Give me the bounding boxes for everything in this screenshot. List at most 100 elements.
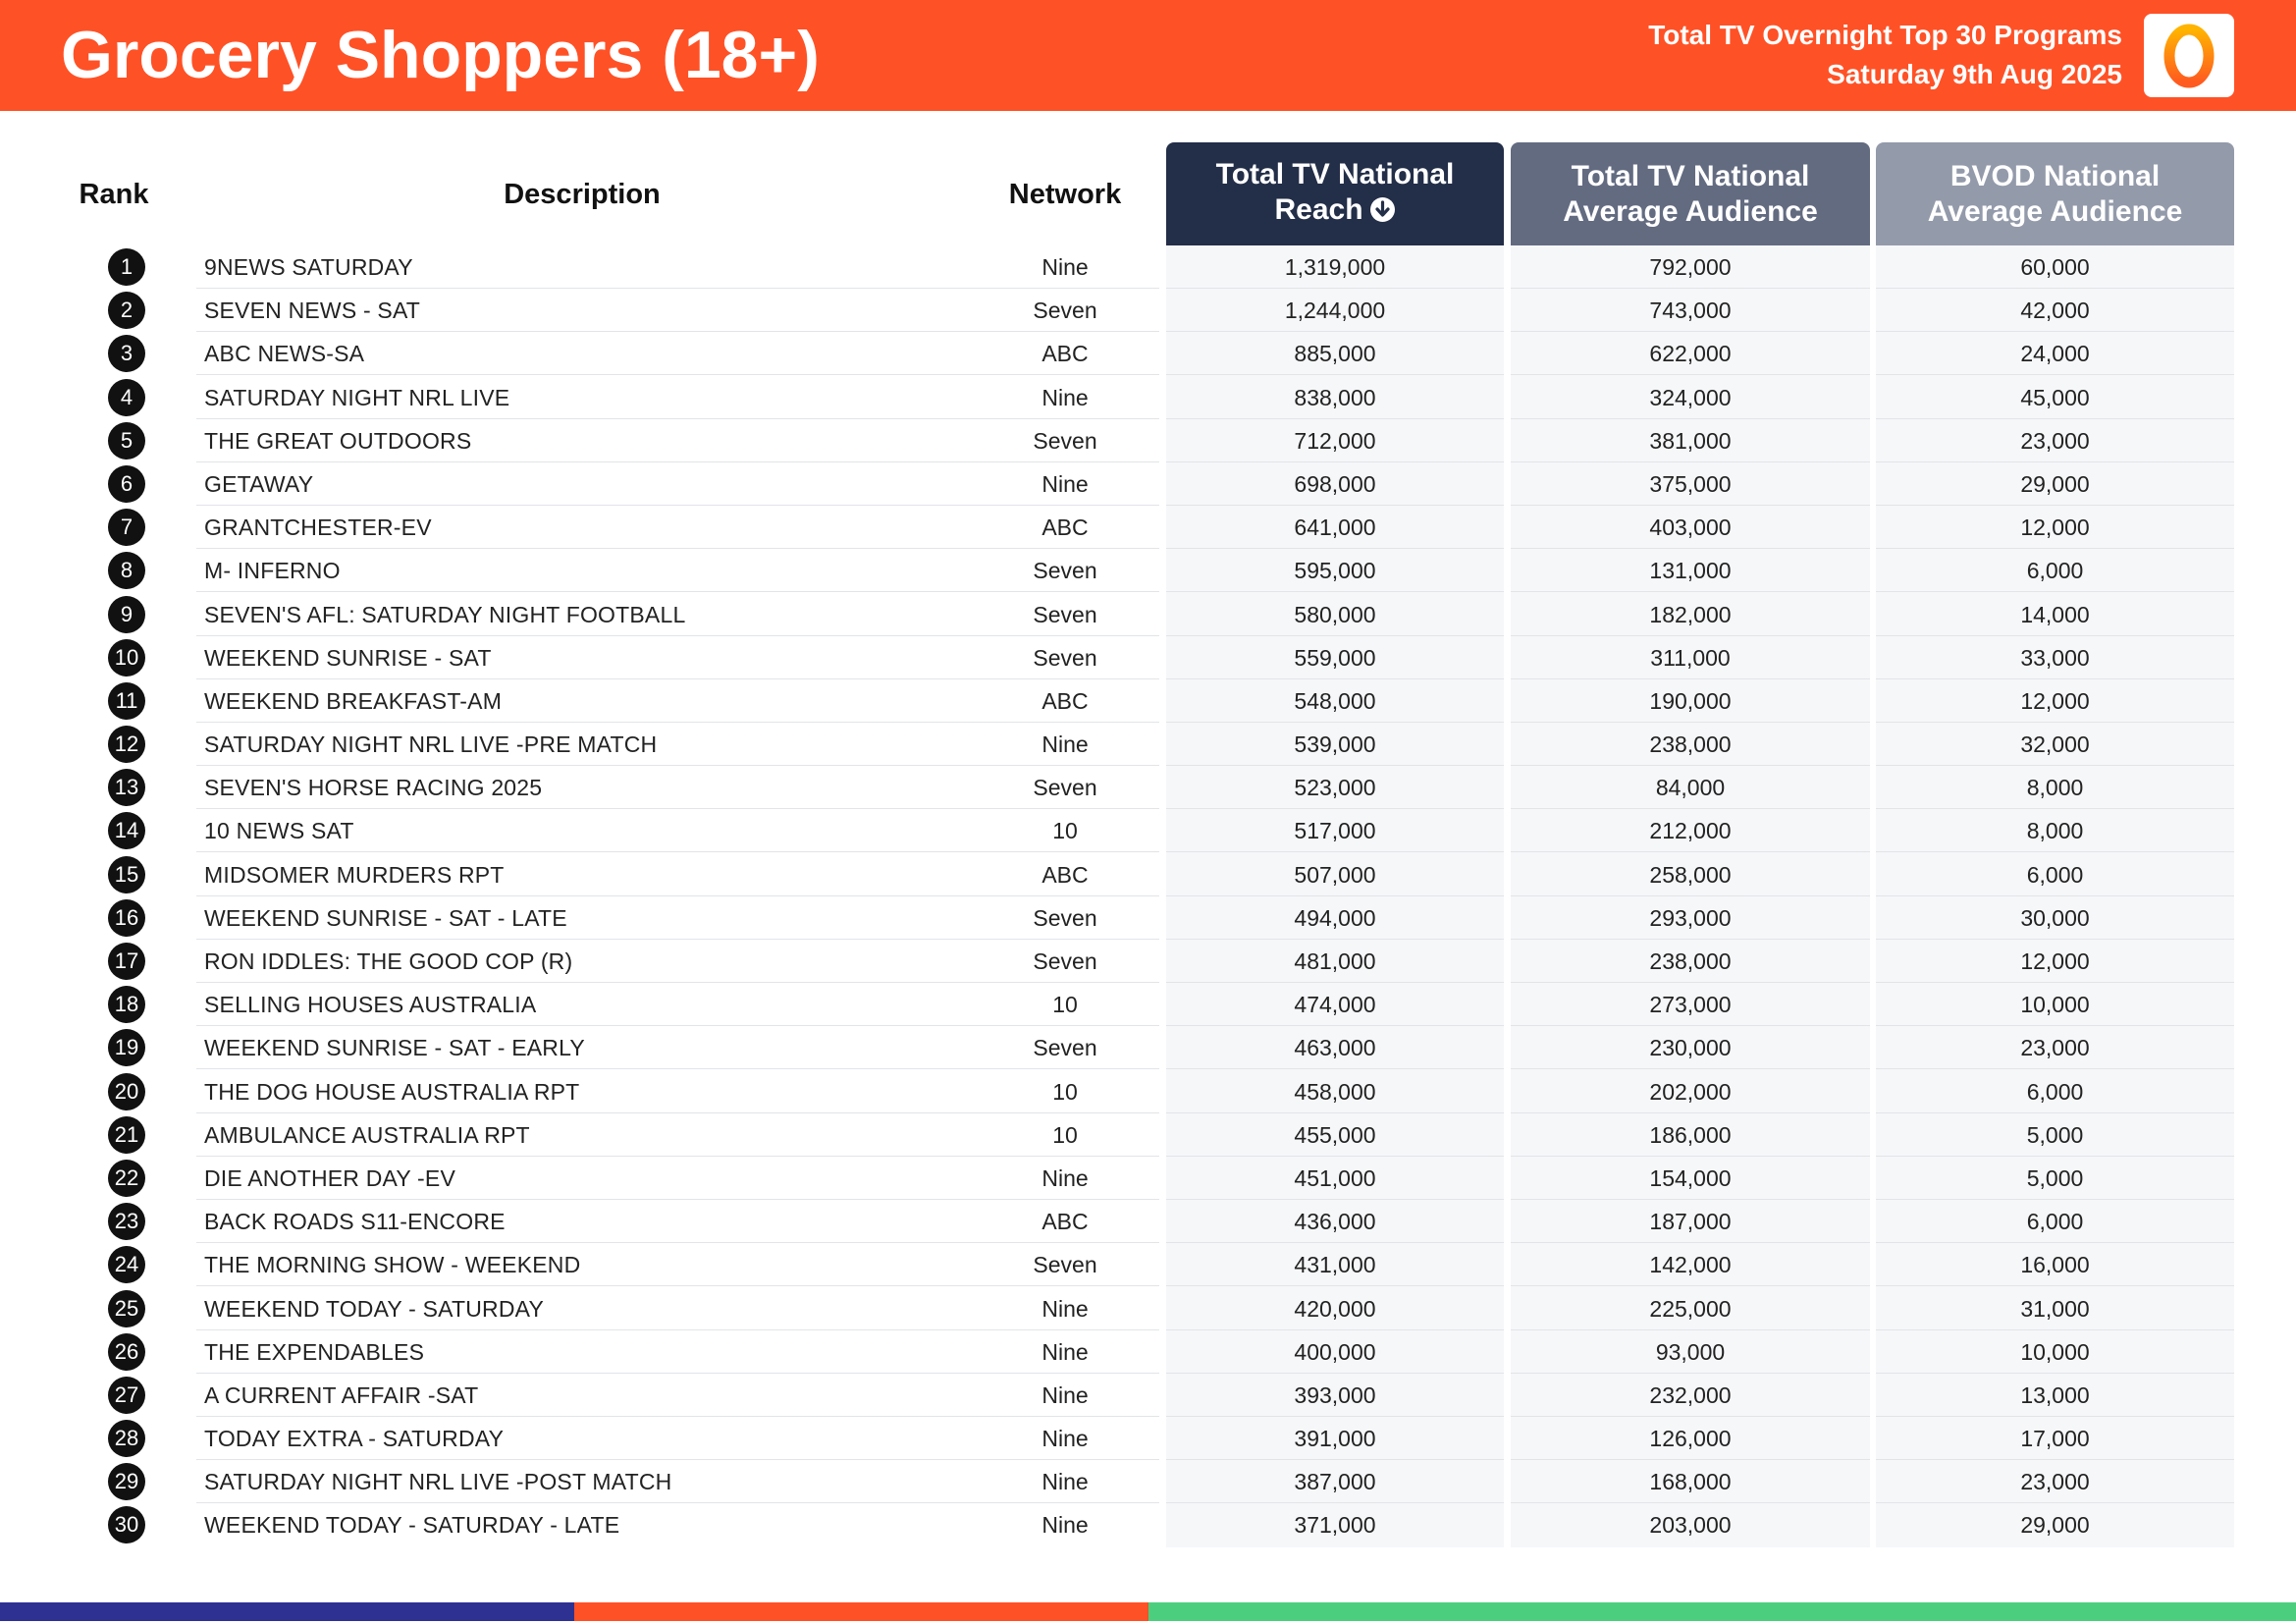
avg-audience-cell: 142,000 (1649, 1252, 1732, 1278)
column-header-total-tv-reach[interactable]: Total TV National Reach (1166, 142, 1504, 245)
table-row[interactable]: 6 GETAWAY Nine 698,000 375,000 29,000 (0, 462, 2296, 506)
row-divider (1166, 460, 1504, 462)
row-divider (1876, 548, 2234, 550)
row-divider (967, 331, 1159, 333)
page-title: Grocery Shoppers (18+) (61, 18, 820, 92)
table-row[interactable]: 3 ABC NEWS-SA ABC 885,000 622,000 24,000 (0, 332, 2296, 376)
footer-stripe-green (1148, 1602, 2296, 1621)
reach-cell: 431,000 (1294, 1252, 1376, 1278)
program-description: MIDSOMER MURDERS RPT (204, 861, 505, 888)
bvod-audience-cell: 24,000 (2020, 341, 2090, 367)
row-divider (196, 504, 967, 506)
table-row[interactable]: 29 SATURDAY NIGHT NRL LIVE -POST MATCH Nin… (0, 1460, 2296, 1504)
row-divider (196, 808, 967, 810)
avg-audience-cell: 202,000 (1649, 1078, 1732, 1105)
reach-cell: 548,000 (1294, 687, 1376, 714)
table-row[interactable]: 23 BACK ROADS S11-ENCORE ABC 436,000 187,000… (0, 1200, 2296, 1244)
row-divider (196, 982, 967, 983)
table-row[interactable]: 11 WEEKEND BREAKFAST-AM ABC 548,000 190,000 1… (0, 679, 2296, 723)
row-divider (967, 504, 1159, 506)
table-row[interactable]: 18 SELLING HOUSES AUSTRALIA 10 474,000 273,0… (0, 983, 2296, 1027)
table-row[interactable]: 26 THE EXPENDABLES Nine 400,000 93,000 10,000 (0, 1330, 2296, 1374)
bvod-audience-cell: 6,000 (2026, 1209, 2084, 1235)
network-cell: Seven (1033, 298, 1097, 324)
table-row[interactable]: 9 SEVEN'S AFL: SATURDAY NIGHT FOOTBALL Sev… (0, 593, 2296, 636)
row-divider (1876, 894, 2234, 896)
network-cell: 10 (1052, 992, 1078, 1018)
row-divider (1166, 1415, 1504, 1417)
table-row[interactable]: 15 MIDSOMER MURDERS RPT ABC 507,000 258,000 6… (0, 853, 2296, 896)
table-row[interactable]: 16 WEEKEND SUNRISE - SAT - LATE Seven 494,0… (0, 896, 2296, 940)
table-row[interactable]: 5 THE GREAT OUTDOORS Seven 712,000 381,000 23… (0, 419, 2296, 462)
table-row[interactable]: 19 WEEKEND SUNRISE - SAT - EARLY Seven 463,… (0, 1026, 2296, 1070)
column-header-rank: Rank (79, 178, 149, 210)
rank-badge: 22 (108, 1159, 145, 1197)
avg-audience-cell: 258,000 (1649, 861, 1732, 888)
network-cell: Nine (1041, 384, 1089, 410)
table-row[interactable]: 7 GRANTCHESTER-EV ABC 641,000 403,000 12,000 (0, 506, 2296, 550)
reach-cell: 595,000 (1294, 558, 1376, 584)
reach-cell: 1,244,000 (1284, 298, 1386, 324)
network-cell: Nine (1041, 1338, 1089, 1365)
table-row[interactable]: 30 WEEKEND TODAY - SATURDAY - LATE Nine 371… (0, 1503, 2296, 1546)
bvod-audience-cell: 6,000 (2026, 861, 2084, 888)
row-divider (1876, 982, 2234, 983)
row-divider (967, 1415, 1159, 1417)
row-divider (1166, 808, 1504, 810)
reach-cell: 436,000 (1294, 1209, 1376, 1235)
sort-descending-icon[interactable] (1369, 196, 1396, 232)
table-row[interactable]: 14 10 NEWS SAT 10 517,000 212,000 8,000 (0, 809, 2296, 853)
avg-audience-cell: 238,000 (1649, 731, 1732, 758)
program-description: AMBULANCE AUSTRALIA RPT (204, 1121, 530, 1148)
row-divider (1511, 288, 1870, 289)
table-row[interactable]: 1 9NEWS SATURDAY Nine 1,319,000 792,000 60,00… (0, 245, 2296, 289)
reach-cell: 481,000 (1294, 948, 1376, 974)
table-row[interactable]: 4 SATURDAY NIGHT NRL LIVE Nine 838,000 324,0… (0, 376, 2296, 419)
table-row[interactable]: 25 WEEKEND TODAY - SATURDAY Nine 420,000 225… (0, 1287, 2296, 1330)
row-divider (196, 1111, 967, 1113)
reach-header-line2: Reach (1274, 192, 1363, 226)
bvod-audience-cell: 12,000 (2020, 687, 2090, 714)
table-row[interactable]: 13 SEVEN'S HORSE RACING 2025 Seven 523,000 8… (0, 766, 2296, 810)
program-table: 1 9NEWS SATURDAY Nine 1,319,000 792,000 60,00… (0, 245, 2296, 1547)
column-header-bvod-avg[interactable]: BVOD National Average Audience (1876, 142, 2234, 245)
table-row[interactable]: 8 M- INFERNO Seven 595,000 131,000 6,000 (0, 549, 2296, 593)
network-cell: Seven (1033, 1035, 1097, 1061)
table-row[interactable]: 24 THE MORNING SHOW - WEEKEND Seven 431,000… (0, 1243, 2296, 1287)
program-description: GRANTCHESTER-EV (204, 514, 432, 541)
table-row[interactable]: 27 A CURRENT AFFAIR -SAT Nine 393,000 232,00… (0, 1374, 2296, 1417)
table-row[interactable]: 17 RON IDDLES: THE GOOD COP (R) Seven 481,0… (0, 940, 2296, 983)
table-row[interactable]: 21 AMBULANCE AUSTRALIA RPT 10 455,000 186,00… (0, 1113, 2296, 1157)
avg-header-line1: Total TV National (1571, 159, 1810, 192)
row-divider (1876, 1068, 2234, 1070)
report-subtitle: Total TV Overnight Top 30 Programs Satur… (1648, 16, 2122, 94)
row-divider (1876, 1111, 2234, 1113)
network-cell: Seven (1033, 427, 1097, 454)
network-cell: ABC (1041, 341, 1089, 367)
row-divider (967, 634, 1159, 636)
row-divider (196, 765, 967, 767)
table-row[interactable]: 2 SEVEN NEWS - SAT Seven 1,244,000 743,000 42… (0, 289, 2296, 333)
column-header-total-tv-avg[interactable]: Total TV National Average Audience (1511, 142, 1870, 245)
row-divider (196, 894, 967, 896)
table-row[interactable]: 22 DIE ANOTHER DAY -EV Nine 451,000 154,000 5… (0, 1157, 2296, 1200)
row-divider (1166, 1155, 1504, 1157)
reach-cell: 539,000 (1294, 731, 1376, 758)
table-row[interactable]: 28 TODAY EXTRA - SATURDAY Nine 391,000 126,0… (0, 1417, 2296, 1461)
table-row[interactable]: 10 WEEKEND SUNRISE - SAT Seven 559,000 311,0… (0, 636, 2296, 679)
row-divider (1511, 982, 1870, 983)
reach-cell: 458,000 (1294, 1078, 1376, 1105)
row-divider (196, 1155, 967, 1157)
row-divider (967, 1502, 1159, 1504)
row-divider (1876, 938, 2234, 940)
rank-badge: 15 (108, 855, 145, 893)
rank-badge: 24 (108, 1246, 145, 1284)
row-divider (1511, 721, 1870, 723)
table-row[interactable]: 12 SATURDAY NIGHT NRL LIVE -PRE MATCH Nine… (0, 723, 2296, 767)
row-divider (1876, 1155, 2234, 1157)
avg-audience-cell: 84,000 (1655, 775, 1726, 801)
reach-cell: 451,000 (1294, 1164, 1376, 1191)
bvod-audience-cell: 42,000 (2020, 298, 2090, 324)
table-row[interactable]: 20 THE DOG HOUSE AUSTRALIA RPT 10 458,000 20… (0, 1070, 2296, 1113)
row-divider (967, 1242, 1159, 1244)
